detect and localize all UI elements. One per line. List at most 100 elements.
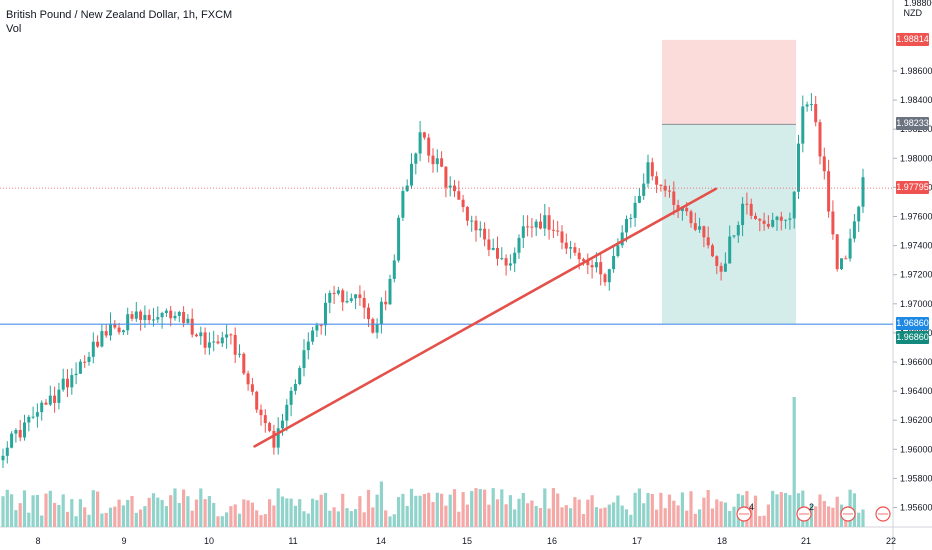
volume-bar (487, 504, 491, 527)
volume-bar (698, 509, 702, 527)
volume-bar (543, 488, 547, 527)
volume-bar (31, 495, 35, 527)
candle-body (569, 247, 573, 249)
volume-bar (586, 499, 590, 527)
volume-bar (306, 513, 310, 527)
volume-bar (775, 494, 779, 527)
volume-bar (526, 503, 530, 527)
candle-body (156, 317, 160, 320)
volume-bar (328, 510, 332, 527)
candle-body (487, 239, 491, 250)
last-price-label: 1.97795 (896, 181, 929, 195)
time-tick-label: 18 (717, 536, 727, 546)
volume-bar (444, 505, 448, 527)
volume-bar (74, 516, 78, 527)
price-tick-label: 1.98000 (900, 153, 932, 163)
candle-body (336, 290, 340, 294)
volume-bar (564, 505, 568, 527)
volume-bar (590, 495, 594, 527)
candle-body (259, 409, 263, 416)
time-tick-label: 11 (288, 536, 297, 546)
candle-body (784, 219, 788, 221)
candle-body (66, 378, 69, 388)
candle-body (349, 298, 353, 301)
volume-bar (48, 490, 52, 527)
volume-bar (65, 511, 70, 527)
price-tick-label: 1.95600 (900, 503, 932, 513)
candle-body (319, 325, 323, 327)
volume-bar (500, 489, 504, 527)
candle-body (470, 220, 474, 222)
volume-bar (1, 496, 5, 527)
candle-body (164, 310, 168, 313)
candle-body (229, 334, 233, 336)
volume-bar (246, 500, 250, 527)
volume-bar (268, 499, 272, 527)
volume-bar (409, 488, 414, 527)
volume-bar (620, 505, 624, 527)
volume-bar (418, 495, 422, 527)
candle-body (130, 314, 134, 319)
target-price-label: 1.96860 (896, 331, 929, 345)
candle-body (457, 191, 461, 200)
candle-body (526, 226, 530, 228)
candle-body (177, 312, 181, 316)
candle-body (48, 395, 52, 405)
price-axis[interactable]: 1.95600 1.95800 1.96000 1.96200 1.96400 1.966… (893, 0, 932, 513)
candle-body (642, 183, 646, 196)
volume-bar (220, 516, 224, 527)
volume-bar (345, 508, 349, 527)
candle-body (341, 290, 345, 303)
volume-bar (569, 508, 573, 527)
candle-body (646, 162, 650, 184)
currency-unit: NZD (903, 8, 923, 18)
candle-body (659, 184, 663, 186)
volume-bar (723, 502, 727, 527)
candle-body (564, 242, 568, 249)
volume-bar (672, 500, 676, 527)
volume-bar (414, 495, 418, 527)
candle-body (775, 216, 779, 220)
volume-bar (177, 503, 181, 527)
volume-bar (474, 488, 478, 527)
candle-body (255, 391, 259, 410)
volume-bar (259, 515, 263, 527)
candle-body (31, 416, 35, 418)
volume-bar (169, 495, 173, 527)
volume-bar (126, 499, 130, 527)
candle-body (603, 274, 607, 283)
volume-bar (753, 495, 758, 527)
candle-body (693, 223, 697, 230)
volume-bar (560, 507, 564, 527)
candle-body (547, 215, 551, 230)
time-tick-label: 15 (462, 536, 472, 546)
candle-body (586, 261, 590, 266)
candle-body (689, 211, 693, 224)
candle-body (668, 190, 671, 192)
candle-body (152, 319, 155, 321)
candle-body (827, 171, 831, 212)
candle-body (500, 258, 504, 260)
time-axis[interactable]: 8 9 10 11 14 15 16 17 18 21 22 (35, 536, 896, 546)
volume-bar (637, 488, 641, 527)
price-tick-label: 1.97200 (900, 270, 932, 280)
volume-bar (237, 513, 242, 527)
volume-bar (642, 503, 646, 527)
volume-bar (104, 512, 108, 527)
volume-bar (624, 509, 629, 527)
volume-bar (242, 499, 246, 527)
candle-body (766, 223, 770, 227)
candle-body (530, 226, 534, 228)
candle-body (453, 185, 456, 192)
volume-bar (164, 506, 168, 527)
candle-body (594, 262, 598, 268)
volume-bar (771, 490, 775, 527)
volume-bar (276, 488, 280, 527)
candle-body (676, 204, 680, 212)
candle-body (293, 384, 297, 391)
volume-bar (835, 496, 839, 527)
candle-body (779, 216, 783, 221)
position-zones (662, 39, 796, 325)
